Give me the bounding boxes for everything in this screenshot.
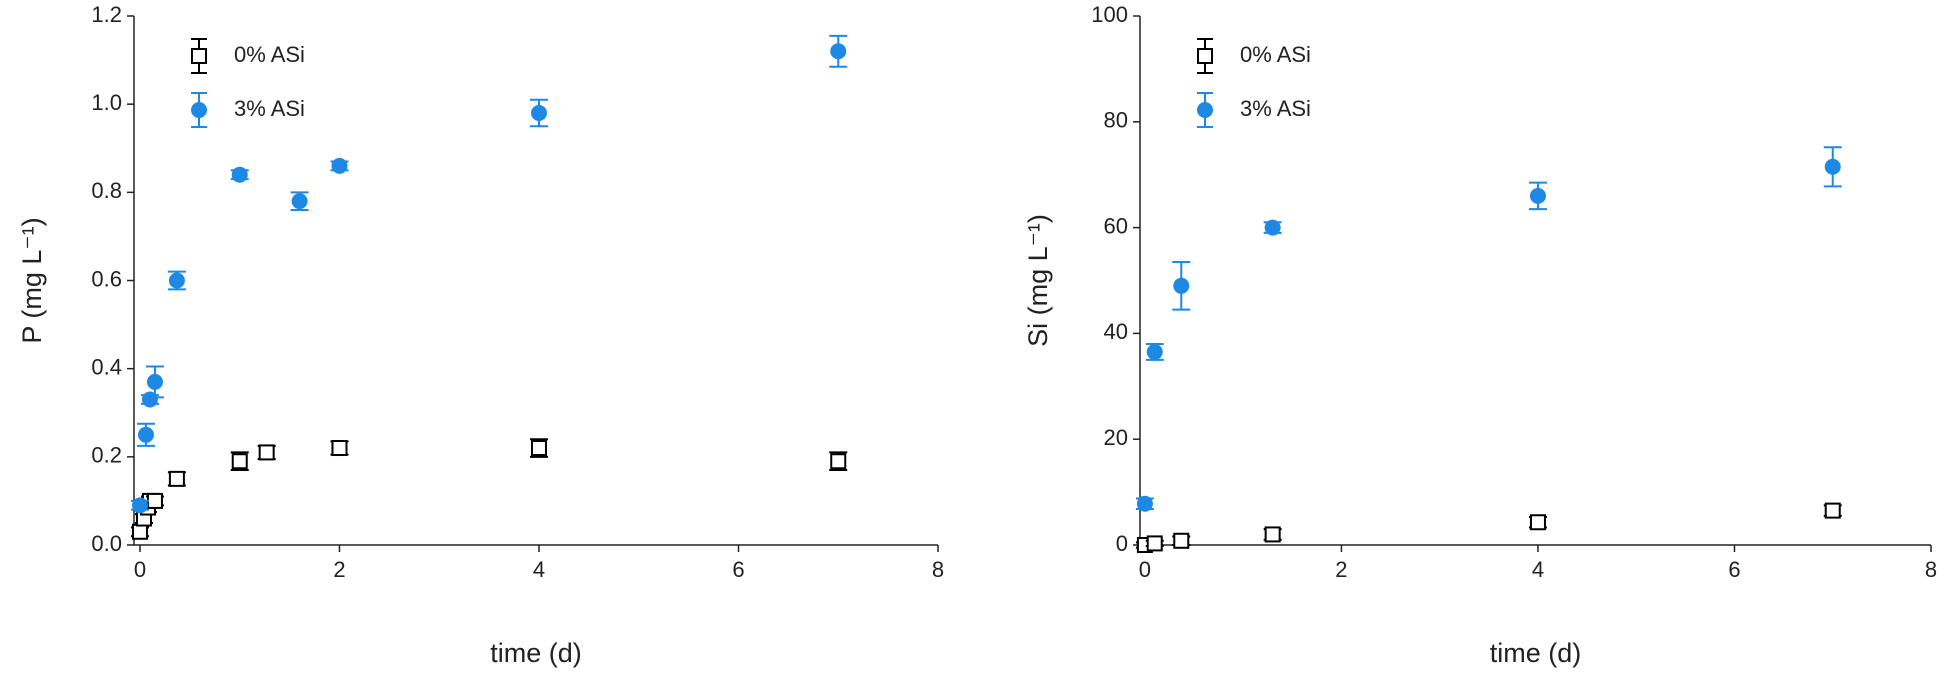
marker [231,453,248,470]
x-axis-label: time (d) [490,638,582,668]
marker [168,272,185,289]
x-tick-label: 8 [932,557,944,582]
marker [137,426,154,443]
marker [146,492,163,509]
marker [1173,532,1190,549]
y-axis-label: Si (mg L⁻¹) [1023,214,1053,347]
y-tick-label: 0.4 [91,354,122,379]
y-tick-label: 0.2 [91,443,122,468]
marker [131,497,148,514]
marker [830,453,847,470]
legend-marker [1197,48,1213,64]
x-tick-label: 0 [1139,557,1151,582]
y-tick-label: 20 [1104,425,1128,450]
x-tick-label: 0 [134,557,146,582]
marker [530,104,547,121]
legend-label: 0% ASi [234,42,305,67]
x-tick-label: 8 [1925,557,1937,582]
y-axis-label: P (mg L⁻¹) [17,217,47,343]
legend-marker [191,48,207,64]
marker [168,470,185,487]
marker [1146,535,1163,552]
marker [1146,343,1163,360]
y-tick-label: 80 [1104,108,1128,133]
x-tick-label: 2 [333,557,345,582]
y-tick-label: 60 [1104,213,1128,238]
marker [1824,158,1841,175]
y-tick-label: 40 [1104,319,1128,344]
legend-marker [191,102,207,118]
y-tick-label: 0.6 [91,266,122,291]
marker [1173,277,1190,294]
legend-label: 3% ASi [1240,96,1311,121]
x-tick-label: 6 [732,557,744,582]
y-tick-label: 0 [1116,531,1128,556]
marker [231,166,248,183]
marker [1529,514,1546,531]
marker [258,444,275,461]
y-tick-label: 0.0 [91,531,122,556]
x-axis-label: time (d) [1490,638,1582,668]
y-tick-label: 100 [1091,2,1128,27]
x-tick-label: 4 [1532,557,1544,582]
marker [131,523,148,540]
marker [1264,526,1281,543]
marker [1529,187,1546,204]
marker [1136,495,1153,512]
y-tick-label: 0.8 [91,178,122,203]
x-tick-label: 2 [1335,557,1347,582]
marker [1264,219,1281,236]
marker [146,373,163,390]
y-tick-label: 1.2 [91,2,122,27]
marker [830,43,847,60]
x-tick-label: 6 [1728,557,1740,582]
legend-marker [1197,102,1213,118]
marker [530,440,547,457]
legend-label: 0% ASi [1240,42,1311,67]
marker [1824,502,1841,519]
legend-label: 3% ASi [234,96,305,121]
marker [331,440,348,457]
marker [331,157,348,174]
marker [291,193,308,210]
x-tick-label: 4 [533,557,545,582]
y-tick-label: 1.0 [91,90,122,115]
